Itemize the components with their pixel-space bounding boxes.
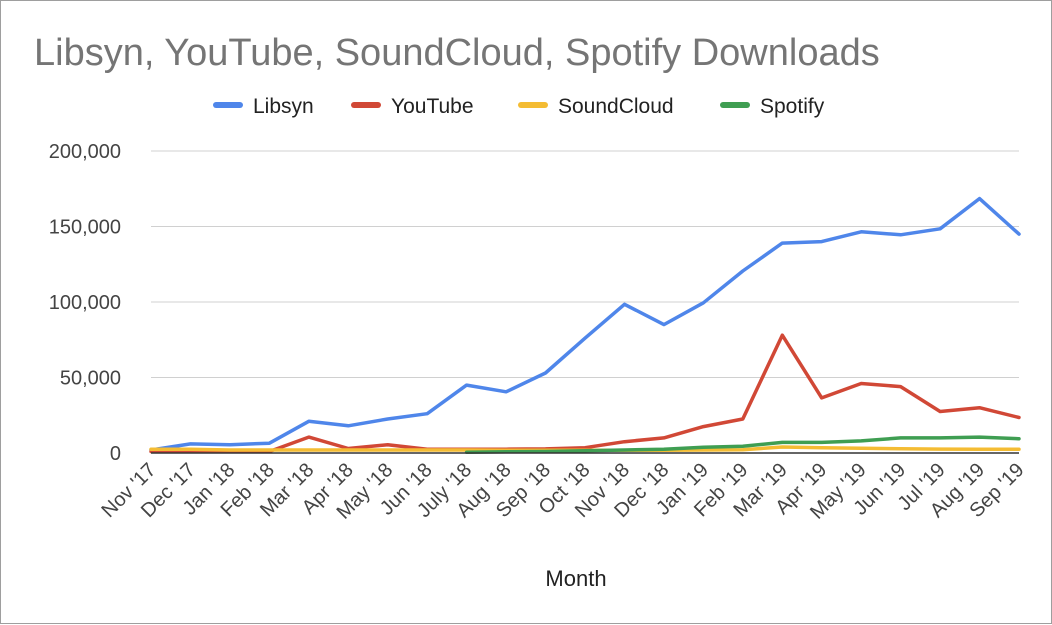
legend-label: Spotify [760,95,825,118]
y-axis-ticks: 0 50,000 100,000 150,000 200,000 [49,141,121,465]
legend-label: YouTube [391,95,474,118]
series-lines [149,196,1021,454]
y-tick-label: 100,000 [49,292,121,314]
y-tick-label: 0 [110,443,121,465]
x-axis-label: Month [545,566,606,591]
gridlines [151,150,1019,378]
y-tick-label: 50,000 [60,368,121,390]
legend-label: Libsyn [253,95,314,118]
y-tick-label: 150,000 [49,217,121,239]
chart-title: Libsyn, YouTube, SoundCloud, Spotify Dow… [34,32,880,74]
series-line-youtube [149,333,1021,454]
legend-label: SoundCloud [558,95,674,118]
legend: Libsyn YouTube SoundCloud Spotify [213,95,825,118]
series-line-spotify [464,435,1021,454]
y-tick-label: 200,000 [49,141,121,163]
series-line-libsyn [149,196,1021,452]
